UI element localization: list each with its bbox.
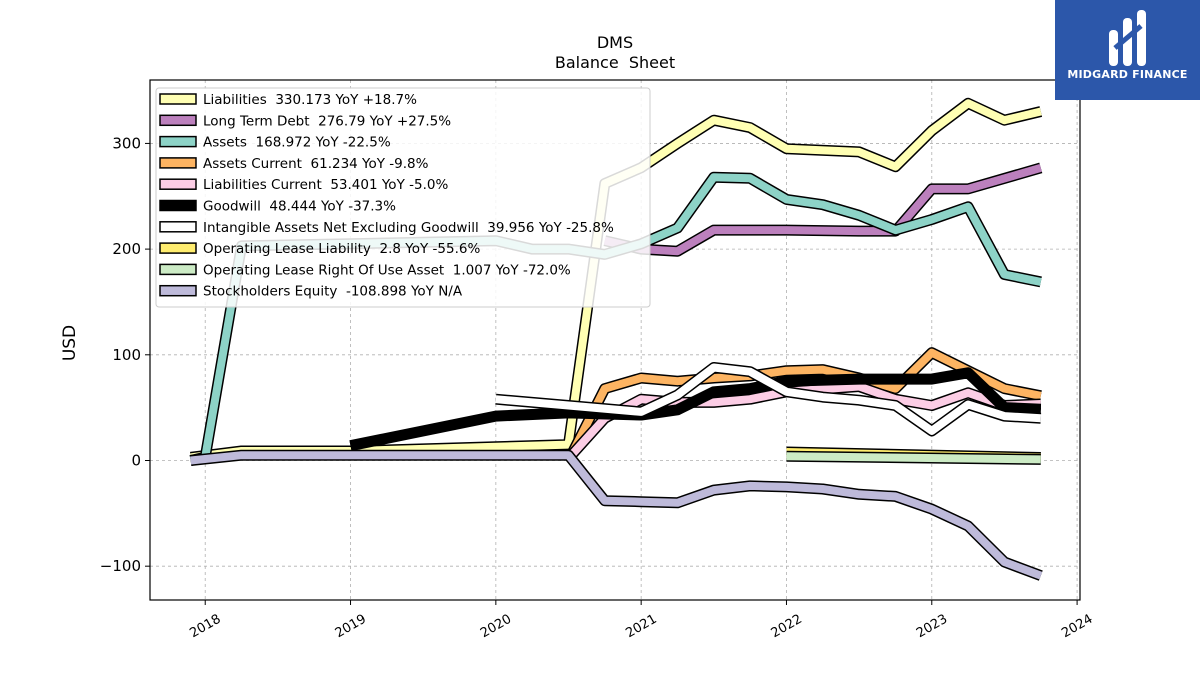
legend-entry: Stockholders Equity -108.898 YoY N/A xyxy=(203,284,463,300)
brand-name: MIDGARD FINANCE xyxy=(1067,68,1188,81)
legend-swatch xyxy=(159,157,197,169)
series-line-fill xyxy=(495,363,1042,435)
legend-entry: Assets Current 61.234 YoY -9.8% xyxy=(203,156,429,172)
legend-entry: Liabilities Current 53.401 YoY -5.0% xyxy=(203,177,448,193)
legend-entry: Operating Lease Right Of Use Asset 1.007… xyxy=(203,262,571,278)
y-tick-label: −100 xyxy=(100,557,141,575)
legend-entry: Goodwill 48.444 YoY -37.3% xyxy=(203,199,396,215)
y-tick-label: 200 xyxy=(112,240,141,258)
y-tick-label: 300 xyxy=(112,134,141,152)
brand-logo: MIDGARD FINANCE xyxy=(1055,0,1200,100)
legend-entry: Long Term Debt 276.79 YoY +27.5% xyxy=(203,113,451,129)
legend-swatch xyxy=(159,221,197,233)
series-line-fill xyxy=(603,164,1042,256)
x-tick-label: 2020 xyxy=(478,612,514,642)
series-line xyxy=(603,162,1043,257)
series-layer xyxy=(189,97,1043,581)
x-tick-label: 2019 xyxy=(333,612,369,642)
legend-swatch xyxy=(159,114,197,127)
series-line xyxy=(495,362,1042,437)
series-line xyxy=(563,347,1042,463)
chart-title: DMS xyxy=(597,33,633,52)
legend-entry: Liabilities 330.173 YoY +18.7% xyxy=(203,92,417,108)
y-axis-label: USD xyxy=(60,325,80,361)
series-line xyxy=(190,97,1043,463)
series-line xyxy=(786,450,1041,465)
legend-swatch xyxy=(159,284,197,297)
x-tick-label: 2022 xyxy=(769,612,805,642)
x-tick-label: 2021 xyxy=(623,612,659,642)
legend-swatch xyxy=(159,135,197,148)
legend-swatch xyxy=(159,93,197,105)
series-line-fill xyxy=(564,348,1042,463)
y-tick-label: 0 xyxy=(131,451,141,469)
legend-swatch xyxy=(159,199,197,212)
series-line-fill xyxy=(190,99,1042,462)
plot-frame xyxy=(149,79,1081,601)
series-line xyxy=(190,449,1043,581)
x-tick-label: 2023 xyxy=(914,612,950,642)
chart-subtitle: Balance Sheet xyxy=(555,53,675,72)
brand-mark-icon xyxy=(1109,10,1146,66)
legend-entry: Intangible Assets Net Excluding Goodwill… xyxy=(203,220,614,236)
y-tick-label: 100 xyxy=(112,346,141,364)
legend-swatch xyxy=(159,242,197,254)
series-line-fill xyxy=(786,452,1041,464)
legend-swatch xyxy=(159,263,197,276)
x-tick-label: 2024 xyxy=(1059,612,1095,642)
legend: Liabilities 330.173 YoY +18.7% Long Term … xyxy=(155,87,651,308)
legend-entry: Assets 168.972 YoY -22.5% xyxy=(203,135,391,151)
series-line-outline xyxy=(190,449,1043,581)
legend-entry: Operating Lease Liability 2.8 YoY -55.6% xyxy=(203,241,480,257)
x-tick-label: 2018 xyxy=(187,612,223,642)
series-line-fill xyxy=(190,451,1043,580)
legend-box xyxy=(155,87,651,308)
legend-swatch xyxy=(159,178,197,190)
